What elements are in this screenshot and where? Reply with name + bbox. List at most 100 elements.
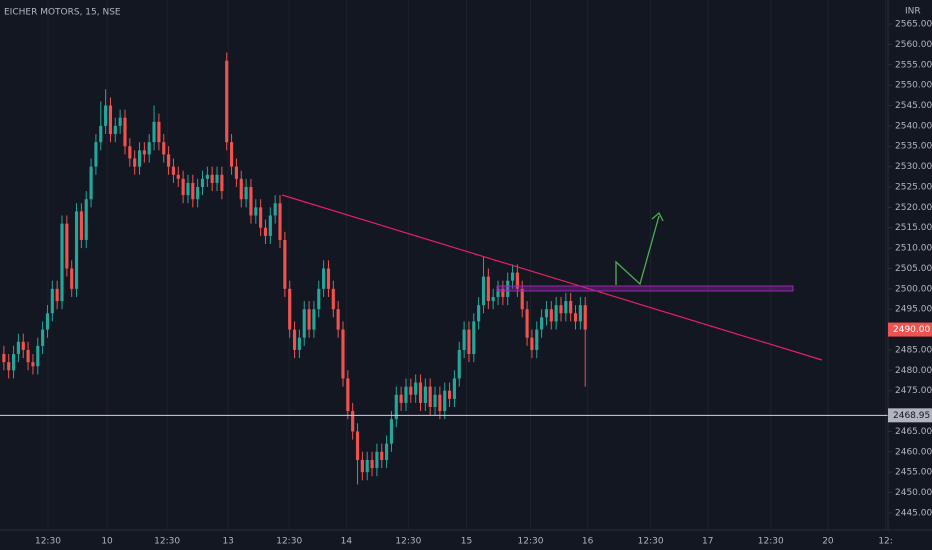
last-price-label: 2490.00 (893, 325, 930, 335)
candle-body (414, 382, 418, 395)
chart-title: EICHER MOTORS, 15, NSE (4, 8, 121, 18)
last-price-tag (888, 322, 932, 337)
candle-body (249, 186, 253, 216)
projection-arrowhead (651, 211, 664, 222)
time-axis (0, 530, 932, 550)
candle-body (317, 288, 321, 310)
candle-body (65, 223, 69, 269)
projection-path (615, 215, 660, 286)
y-tick-label: 2545.00 (895, 101, 932, 111)
x-tick-label: 12:30 (518, 537, 544, 547)
candle-body (355, 431, 360, 460)
x-tick-label: 12:30 (395, 537, 421, 547)
candle-body (491, 296, 495, 302)
candle-body (11, 354, 16, 371)
x-tick-label: 12:30 (638, 537, 664, 547)
candle-body (79, 211, 83, 240)
y-tick-label: 2530.00 (895, 162, 932, 172)
candle-body (404, 386, 408, 403)
candle-body (176, 174, 180, 179)
candle-body (462, 329, 466, 350)
zone (496, 285, 794, 292)
candle-body (142, 150, 146, 155)
candle-body (530, 337, 534, 350)
candle-body (186, 182, 190, 196)
candle-body (278, 203, 282, 240)
candle-body (549, 309, 553, 322)
candle-body (578, 305, 582, 322)
candle-body (210, 174, 214, 183)
candle-body (7, 362, 11, 371)
candle-body (346, 378, 350, 412)
candle-body (472, 321, 476, 355)
y-tick-label: 2450.00 (895, 488, 932, 498)
candle-body (157, 121, 161, 143)
candle-body (312, 309, 316, 330)
candle-body (104, 105, 108, 126)
candle-body (341, 329, 345, 379)
candle-body (307, 309, 311, 330)
y-tick-label: 2555.00 (895, 60, 932, 70)
candle-body (60, 223, 64, 302)
candle-body (133, 158, 137, 167)
candle-body (360, 459, 364, 473)
candle-body (99, 125, 103, 143)
candle-body (292, 329, 297, 350)
grid (47, 0, 887, 530)
candle-body (540, 317, 544, 330)
candle-body (200, 178, 205, 187)
candle-body (288, 288, 292, 330)
y-tick-label: 2455.00 (895, 468, 932, 478)
candle-body (191, 182, 195, 200)
y-tick-label: 2525.00 (895, 182, 932, 192)
candle-body (26, 349, 30, 363)
candle-body (118, 117, 122, 126)
candle-body (322, 268, 326, 289)
candle-body (244, 186, 248, 200)
x-tick-label: 12:30 (758, 537, 784, 547)
candle-body (481, 276, 486, 306)
candle-body (477, 305, 481, 322)
candle-body (128, 146, 132, 159)
candle-body (496, 288, 500, 297)
candle-body (234, 166, 238, 179)
price-line-label: 2468.95 (893, 411, 930, 421)
candle-body (259, 207, 263, 228)
candle-body (423, 386, 427, 403)
candle-body (196, 186, 200, 200)
candle-body (84, 199, 88, 240)
candle-body (36, 345, 40, 367)
x-tick-label: 16 (582, 537, 594, 547)
y-tick-label: 2480.00 (895, 366, 932, 376)
x-tick-label: 12:30 (276, 537, 302, 547)
candle-body (520, 288, 524, 310)
y-tick-label: 2515.00 (895, 223, 932, 233)
candle-body (31, 362, 35, 367)
candle-body (438, 394, 442, 412)
price-axis (888, 0, 932, 550)
candle-body (544, 309, 549, 318)
candle-body (205, 174, 209, 179)
axes: 12:30 10 12:30 13 12:30 14 12:30 15 12:30 16 12:30… (35, 20, 932, 547)
candle-body (525, 309, 529, 338)
candle-body (457, 349, 461, 379)
candle-body (137, 150, 142, 167)
y-tick-label: 2465.00 (895, 427, 932, 437)
candle-body (50, 288, 54, 314)
candle-body (74, 211, 79, 289)
candle-body (418, 382, 423, 403)
candle-body (486, 276, 490, 302)
y-tick-label: 2505.00 (895, 264, 932, 274)
candle-body (302, 309, 306, 338)
x-tick-label: 20 (822, 537, 834, 547)
candle-body (215, 174, 219, 183)
y-tick-label: 2495.00 (895, 305, 932, 315)
candle-body (452, 378, 456, 399)
candle-body (389, 419, 394, 444)
y-tick-label: 2445.00 (895, 508, 932, 518)
candle-body (94, 142, 98, 167)
candle-body (447, 390, 452, 399)
y-tick-label: 2460.00 (895, 447, 932, 457)
